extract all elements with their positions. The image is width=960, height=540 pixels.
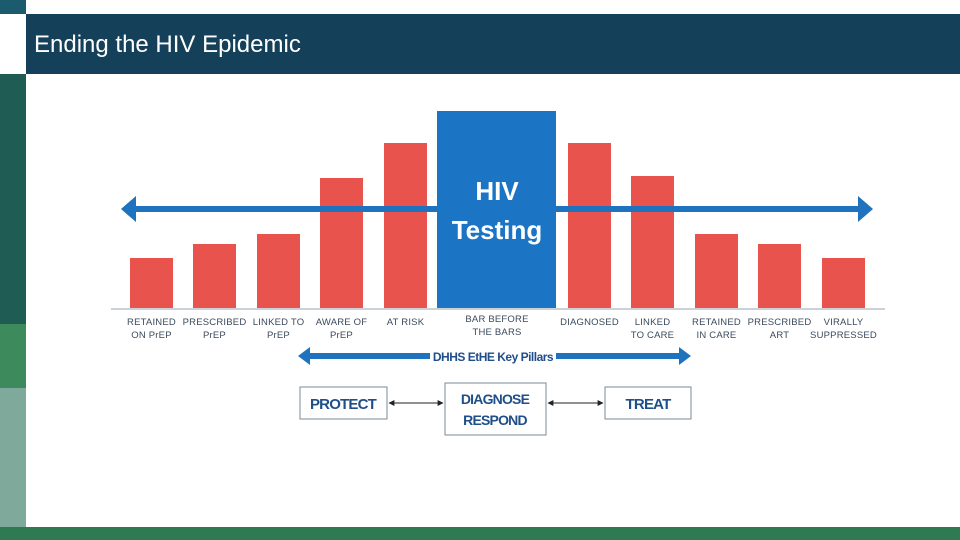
bar-label-3-line2: PrEP [330, 330, 353, 341]
center-caption-line1: BAR BEFORE [465, 314, 528, 325]
bar-7 [695, 234, 738, 308]
diagnose-respond-box [444, 382, 547, 436]
bar-label-2-line2: PrEP [267, 330, 290, 341]
bar-label-6-line1: LINKED [635, 317, 671, 328]
respond-label: RESPOND [463, 412, 527, 428]
bar-label-6-line2: TO CARE [631, 330, 674, 341]
treat-box [604, 386, 692, 420]
arrow-head-left [121, 196, 136, 222]
bar-label-7-line1: RETAINED [692, 317, 741, 328]
treat-label: TREAT [626, 396, 672, 413]
diagnose-label: DIAGNOSE [461, 391, 530, 407]
pillars-arrow-head-right [679, 347, 691, 365]
arrow-shaft-left [133, 206, 437, 212]
arrow-shaft-right [556, 206, 861, 212]
bar-label-9-line1: VIRALLY [824, 317, 864, 328]
bar-label-7-line2: IN CARE [697, 330, 737, 341]
labels-group: RETAINED ON PrEP PRESCRIBED PrEP LINKED TO Pr… [127, 317, 877, 341]
bar-label-9-line2: SUPPRESSED [810, 330, 877, 341]
bar-6 [631, 176, 674, 308]
bar-label-1-line1: PRESCRIBED [183, 317, 247, 328]
bar-2 [257, 234, 300, 308]
bar-1 [193, 244, 236, 308]
hiv-testing-line2: Testing [452, 215, 543, 245]
slide-title: Ending the HIV Epidemic [34, 31, 301, 58]
bar-label-0-line2: ON PrEP [131, 330, 171, 341]
center-caption-line2: THE BARS [472, 327, 521, 338]
sidebar-block-1 [0, 74, 26, 324]
protect-label: PROTECT [310, 396, 377, 413]
bar-label-4-line1: AT RISK [387, 317, 425, 328]
bar-5 [568, 143, 611, 308]
bars-group [130, 143, 865, 308]
bar-label-2-line1: LINKED TO [253, 317, 305, 328]
title-bar: Ending the HIV Epidemic [26, 14, 960, 74]
bar-label-3-line1: AWARE OF [316, 317, 368, 328]
bar-0 [130, 258, 173, 308]
sidebar-block-2 [0, 324, 26, 388]
sidebar-block-3 [0, 388, 26, 527]
pillars-label-bg [430, 346, 556, 366]
bar-label-1-line2: PrEP [203, 330, 226, 341]
bar-label-8-line2: ART [770, 330, 789, 341]
hiv-testing-box [437, 111, 556, 308]
arrow-head-right [858, 196, 873, 222]
bar-label-8-line1: PRESCRIBED [748, 317, 812, 328]
bar-8 [758, 244, 801, 308]
bar-3 [320, 178, 363, 308]
bar-label-0-line1: RETAINED [127, 317, 176, 328]
bar-9 [822, 258, 865, 308]
bottom-band [0, 527, 960, 540]
pillars-arrow-head-left [298, 347, 310, 365]
population-arrow [121, 196, 873, 222]
hiv-testing-line1: HIV [475, 176, 519, 206]
key-pillars-arrow: DHHS EtHE Key Pillars [298, 346, 691, 366]
bar-label-5-line1: DIAGNOSED [560, 317, 619, 328]
sidebar-block-top [0, 0, 26, 14]
bar-4 [384, 143, 427, 308]
protect-box [299, 386, 388, 420]
pillars-label: DHHS EtHE Key Pillars [433, 350, 554, 364]
